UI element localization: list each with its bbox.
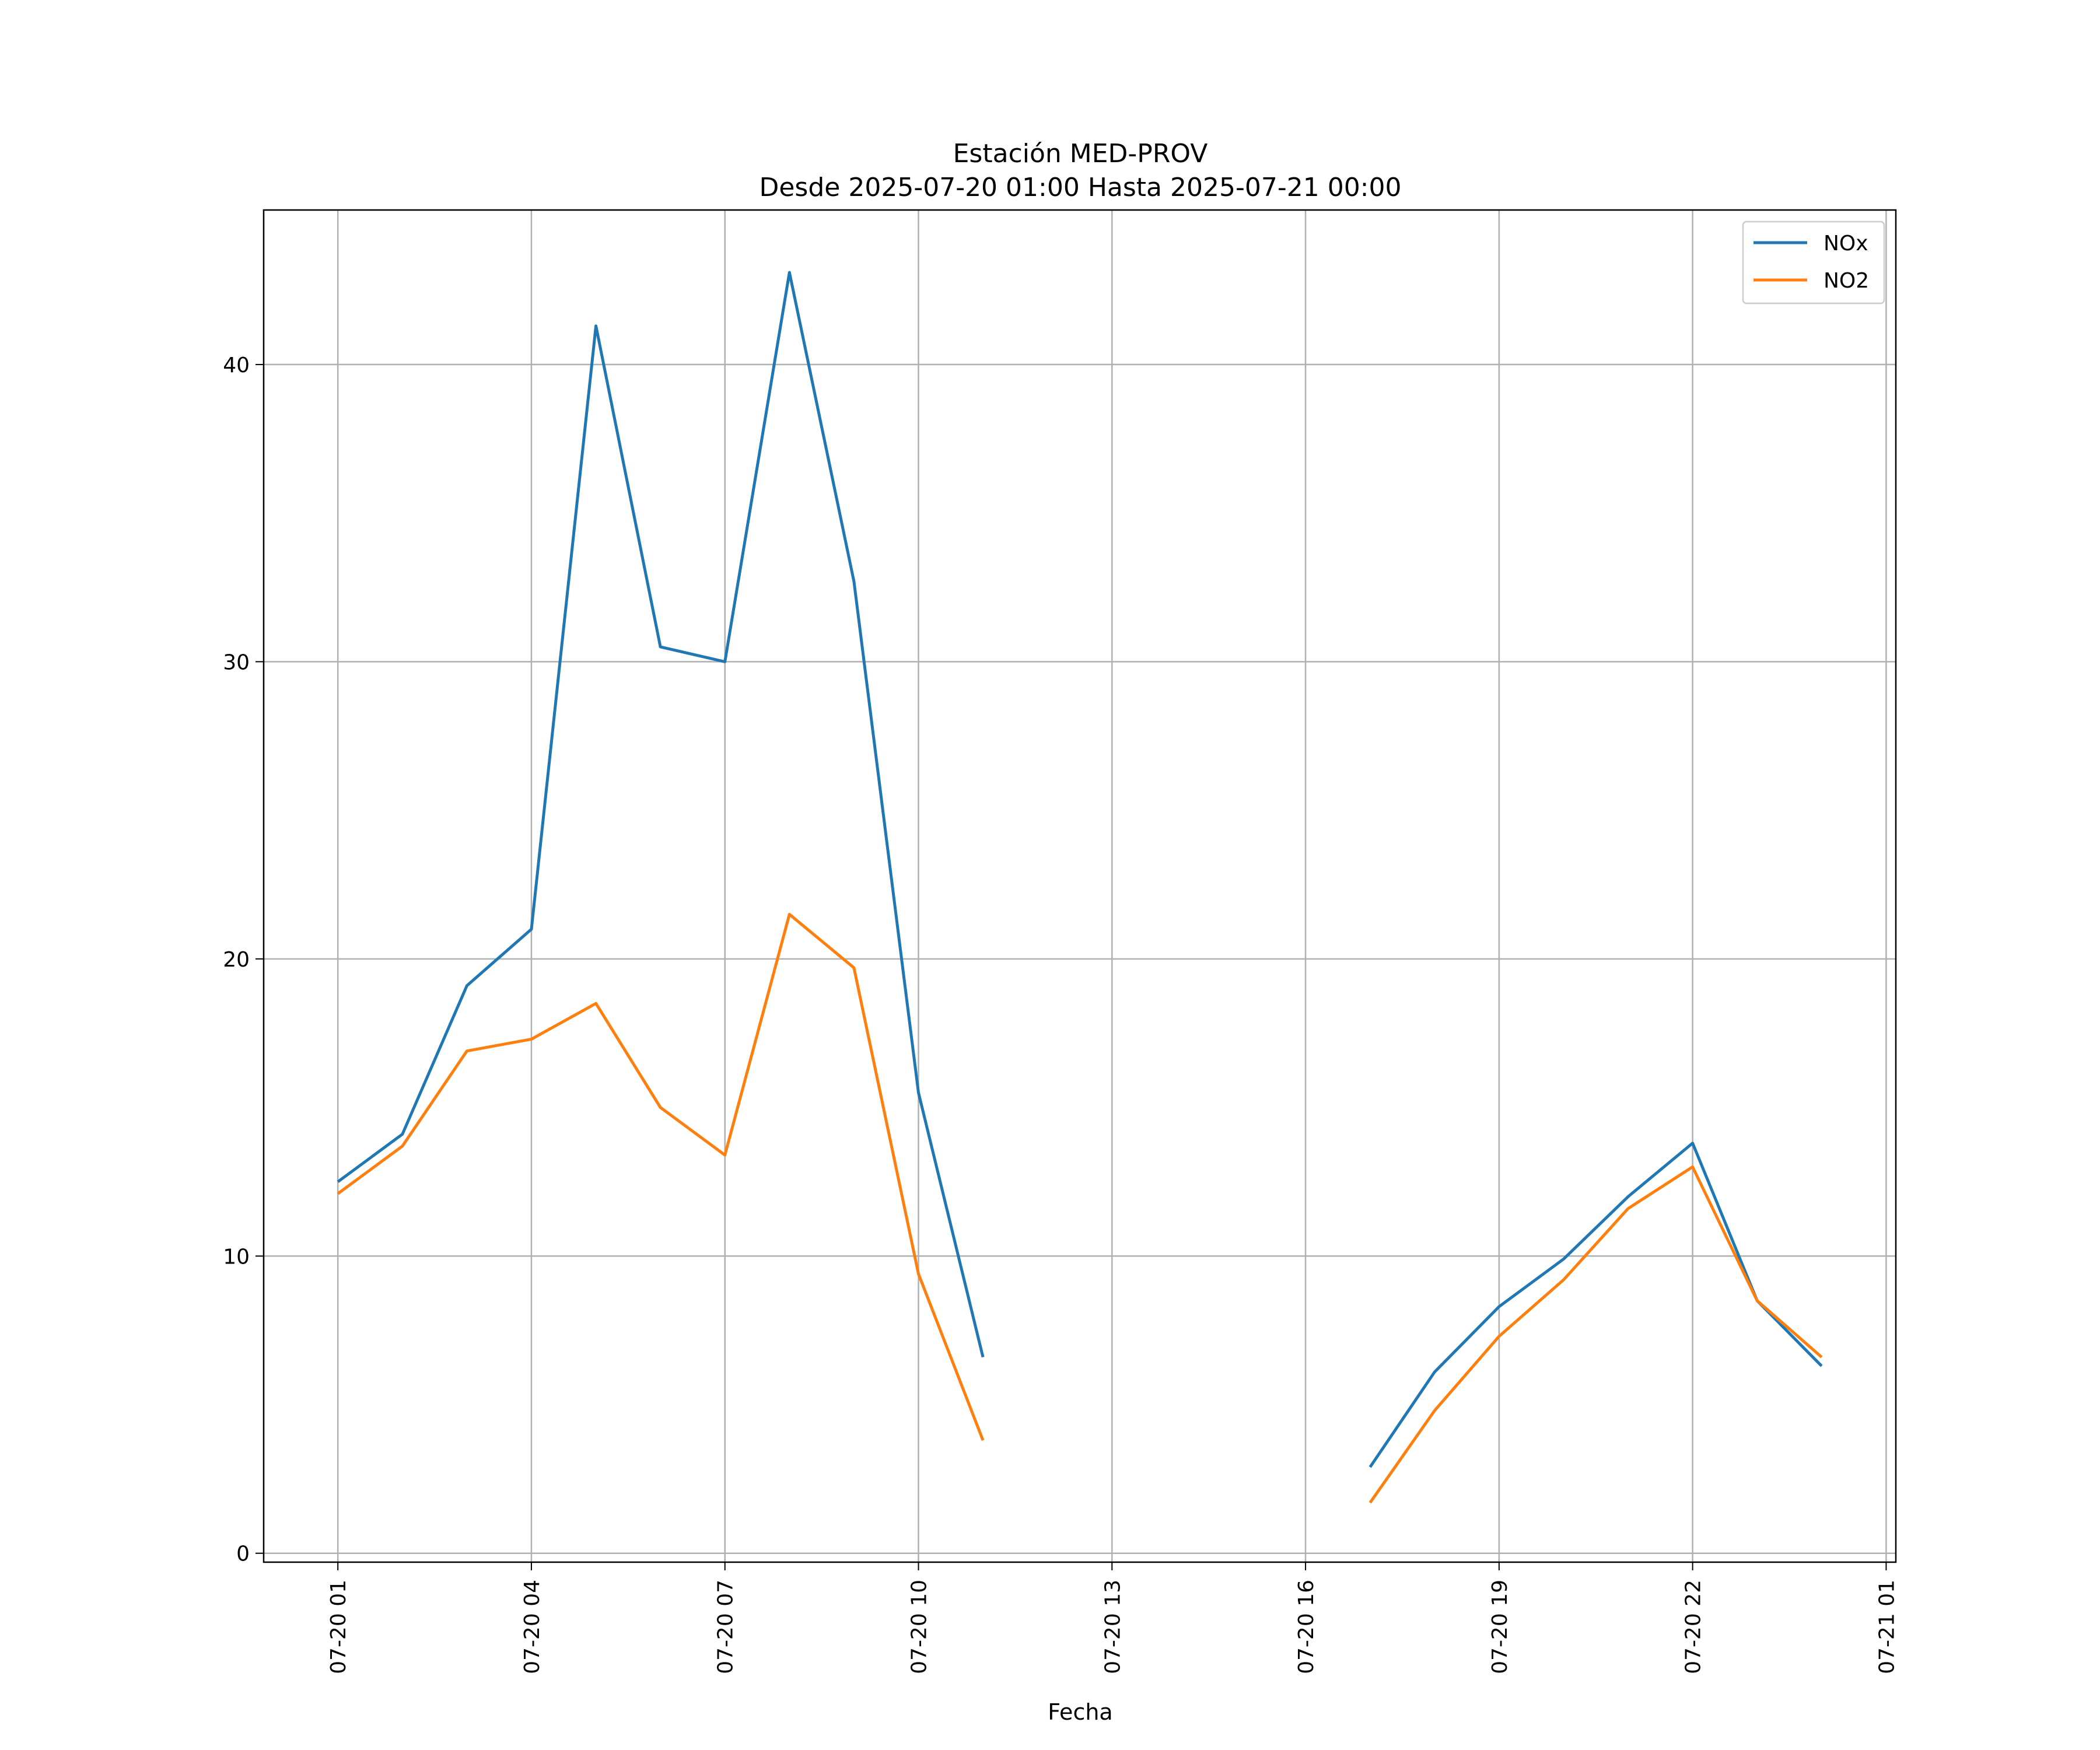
series-layer (338, 272, 1822, 1503)
legend-label-nox: NOx (1824, 232, 1868, 256)
chart-title: Estación MED-PROV (953, 139, 1208, 169)
y-gridlines (264, 365, 1896, 1553)
y-tick-label: 40 (223, 354, 250, 377)
x-tick-label: 07-20 19 (1488, 1580, 1512, 1674)
x-tick-label: 07-20 10 (908, 1580, 932, 1674)
x-axis: 07-20 01 07-20 04 07-20 07 07-20 10 07-20 13… (327, 1562, 1899, 1674)
series-line-nox (1370, 1143, 1822, 1467)
y-tick-label: 20 (223, 948, 250, 972)
legend: NOx NO2 (1743, 222, 1884, 303)
x-tick-label: 07-20 13 (1101, 1580, 1125, 1674)
x-tick-label: 07-20 07 (714, 1580, 738, 1674)
y-axis: 0 10 20 30 40 (223, 354, 264, 1566)
chart-subtitle: Desde 2025-07-20 01:00 Hasta 2025-07-21 … (759, 173, 1401, 202)
x-axis-label: Fecha (1048, 1699, 1112, 1725)
y-tick-label: 0 (236, 1542, 250, 1566)
series-line-no2 (1370, 1167, 1822, 1503)
y-tick-label: 10 (223, 1245, 250, 1269)
x-tick-label: 07-21 01 (1875, 1580, 1899, 1674)
y-tick-label: 30 (223, 650, 250, 674)
x-tick-label: 07-20 16 (1294, 1580, 1318, 1674)
x-gridlines (338, 210, 1886, 1562)
x-tick-label: 07-20 04 (520, 1580, 544, 1674)
legend-label-no2: NO2 (1824, 269, 1869, 293)
x-tick-label: 07-20 22 (1682, 1580, 1706, 1674)
series-line-no2 (338, 914, 983, 1440)
x-tick-label: 07-20 01 (327, 1580, 351, 1674)
plot-frame (264, 210, 1896, 1562)
series-line-nox (338, 272, 983, 1357)
